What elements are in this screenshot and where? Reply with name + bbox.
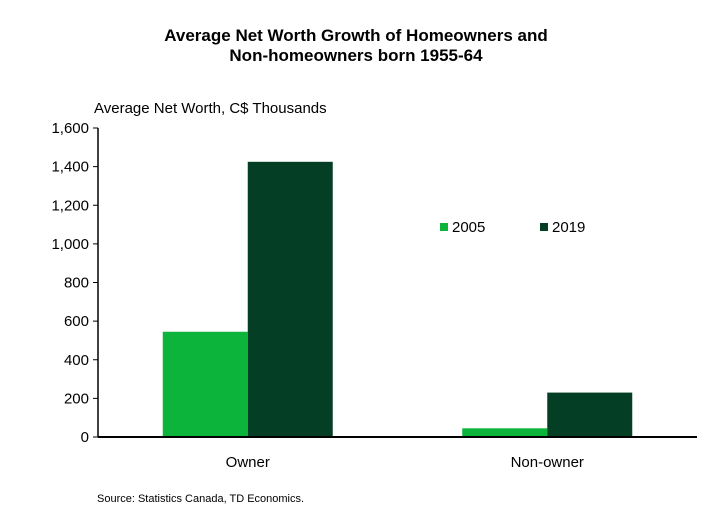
y-tick-label: 600 bbox=[64, 313, 89, 330]
chart-title-line-1: Average Net Worth Growth of Homeowners a… bbox=[164, 26, 548, 45]
y-axis-label: Average Net Worth, C$ Thousands bbox=[94, 100, 327, 117]
bar-non-owner-2005 bbox=[462, 428, 548, 437]
legend-swatch-2019 bbox=[540, 223, 548, 231]
y-tick-label: 1,400 bbox=[51, 159, 89, 176]
bar-non-owner-2019 bbox=[547, 392, 633, 437]
y-tick-label: 800 bbox=[64, 275, 89, 292]
legend-label-2005: 2005 bbox=[452, 219, 485, 236]
x-category-label: Owner bbox=[226, 454, 270, 471]
legend-swatch-2005 bbox=[440, 223, 448, 231]
y-tick-label: 1,200 bbox=[51, 197, 89, 214]
bar-owner-2005 bbox=[162, 331, 248, 437]
chart-title-line-2: Non-homeowners born 1955-64 bbox=[229, 46, 483, 65]
y-tick-label: 400 bbox=[64, 352, 89, 369]
source-note: Source: Statistics Canada, TD Economics. bbox=[97, 493, 305, 505]
y-tick-label: 0 bbox=[81, 429, 89, 446]
y-tick-label: 1,600 bbox=[51, 120, 89, 137]
chart-title: Average Net Worth Growth of Homeowners a… bbox=[0, 26, 712, 66]
y-tick-label: 200 bbox=[64, 390, 89, 407]
y-tick-label: 1,000 bbox=[51, 236, 89, 253]
bar-owner-2019 bbox=[247, 161, 333, 437]
legend-label-2019: 2019 bbox=[552, 219, 585, 236]
x-category-label: Non-owner bbox=[511, 454, 584, 471]
